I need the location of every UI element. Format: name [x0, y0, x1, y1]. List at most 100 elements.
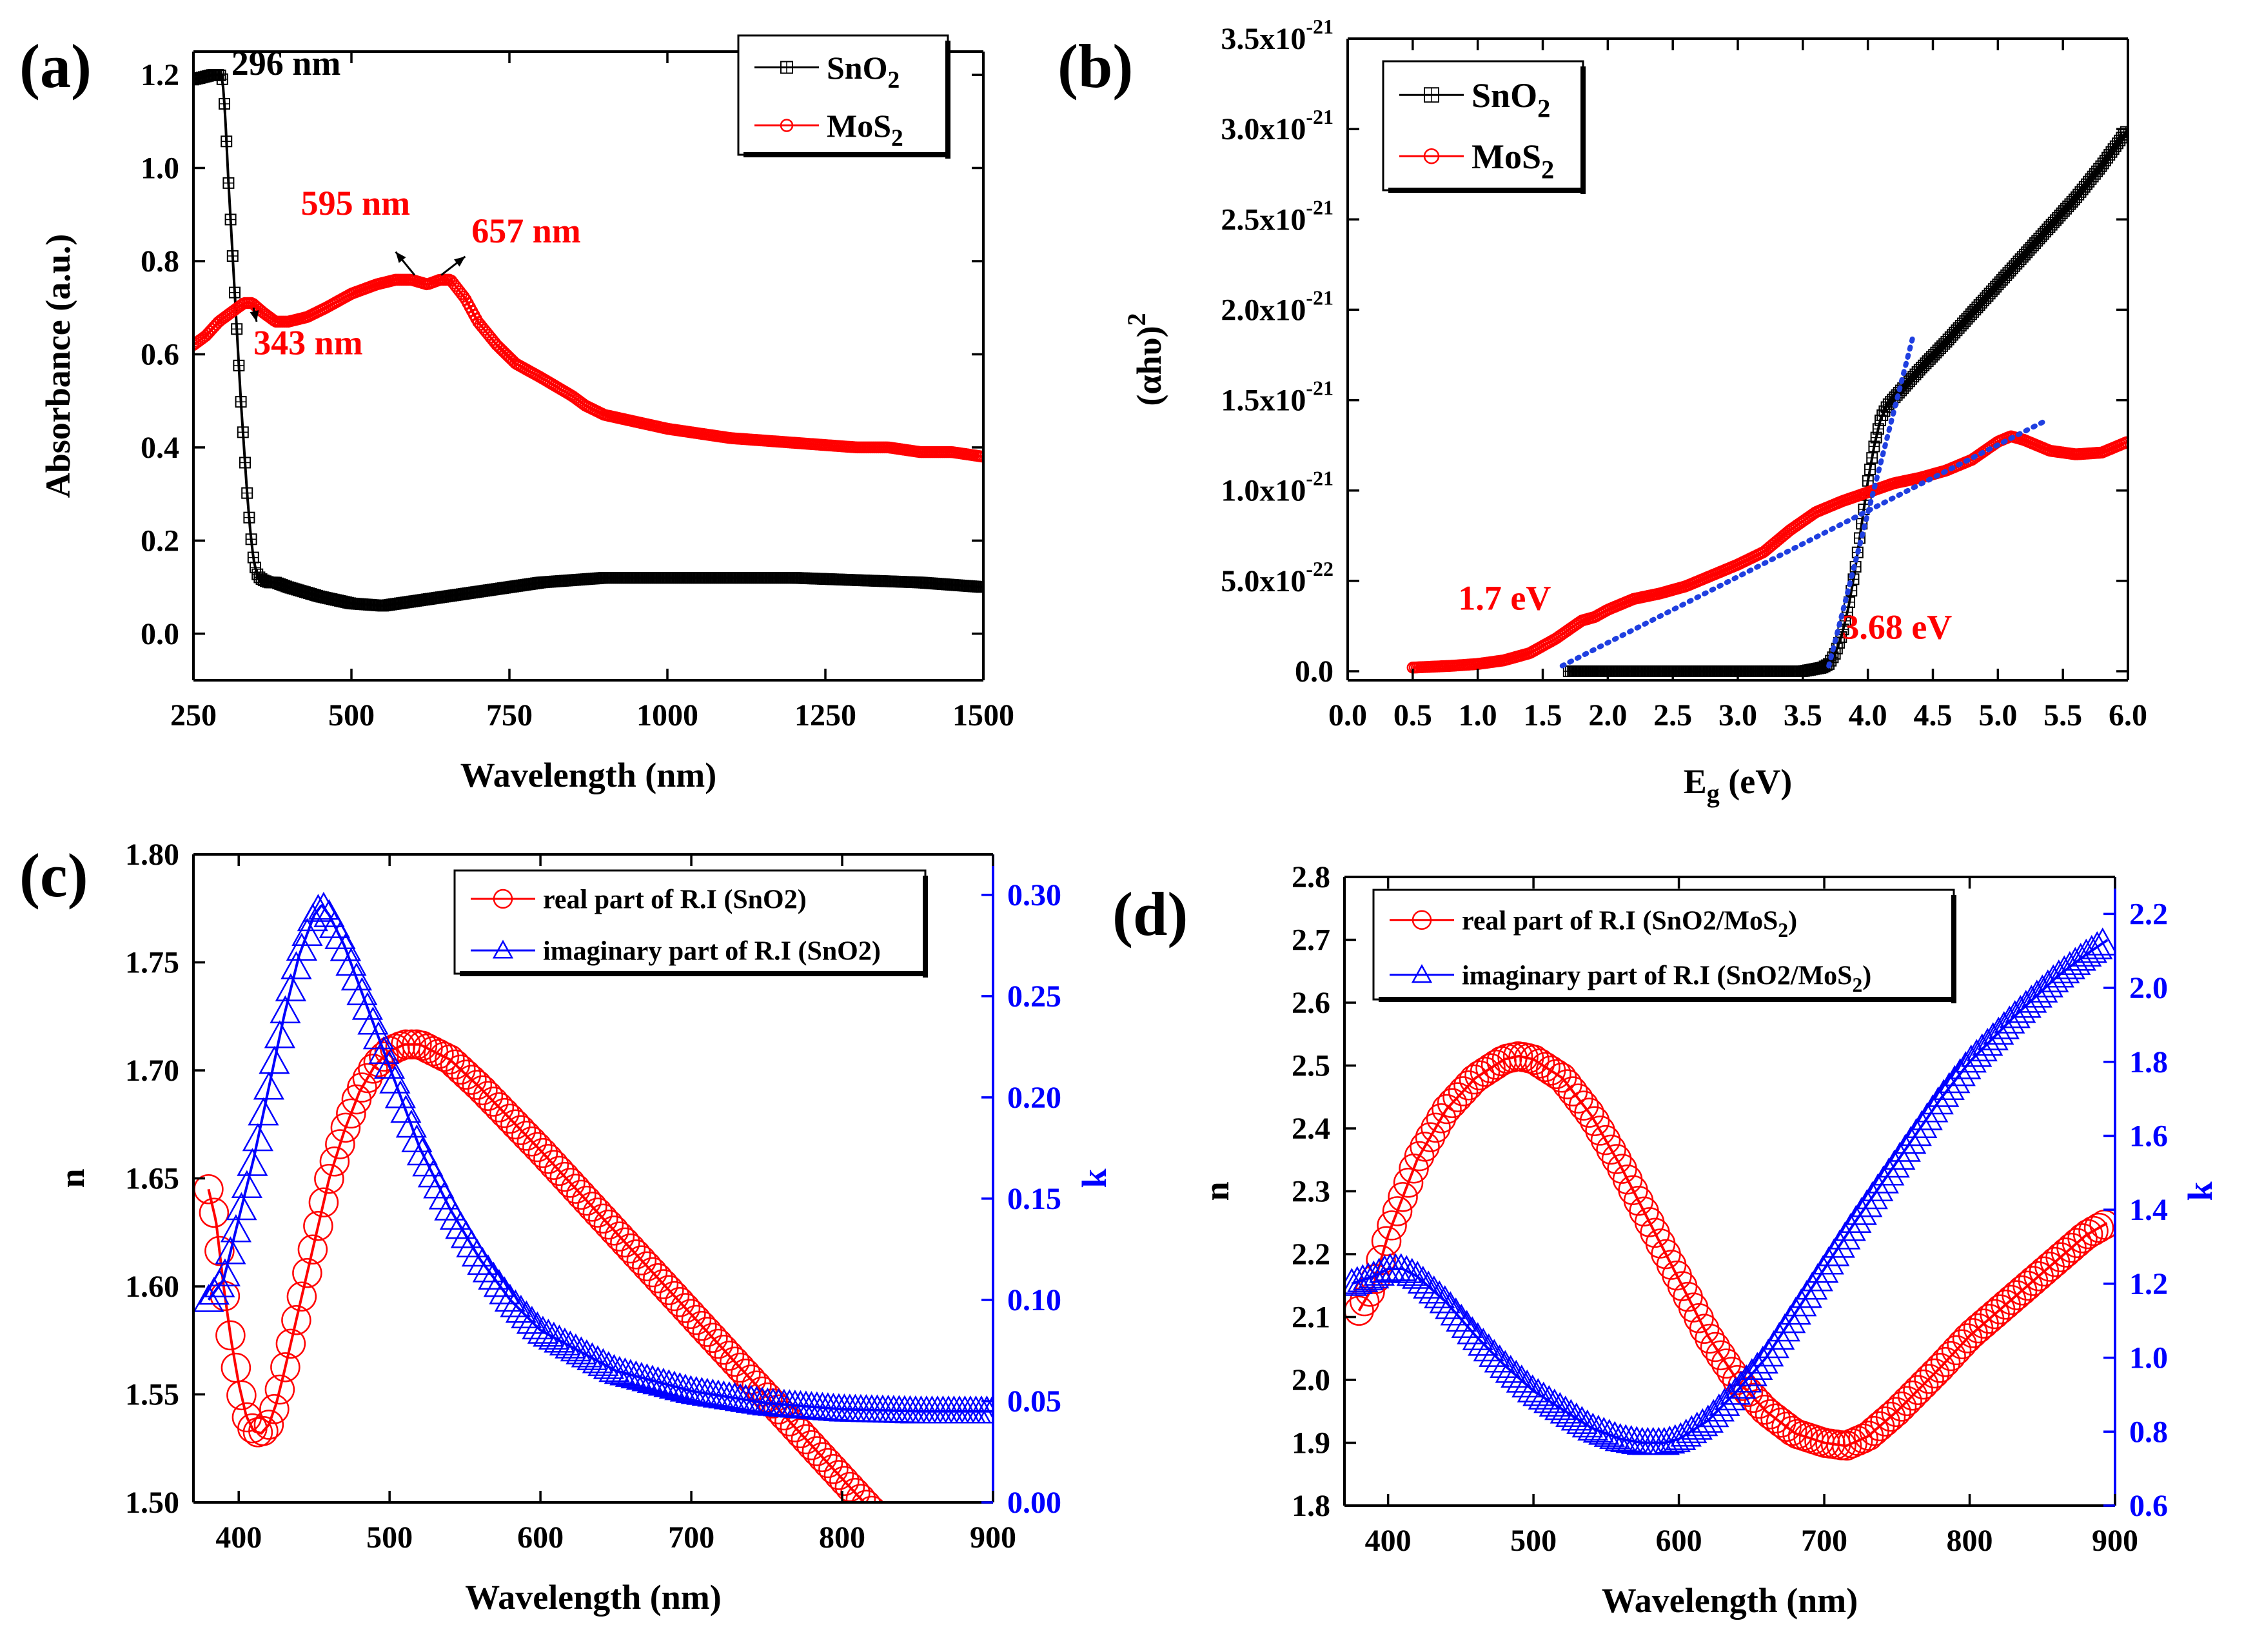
data-point: [1840, 1205, 1872, 1234]
data-point: [1755, 1399, 1786, 1430]
y2-tick-label: 0.00: [1007, 1486, 1061, 1520]
data-point: [429, 1041, 460, 1072]
data-point: [713, 1381, 745, 1410]
data-point: [1599, 1421, 1631, 1450]
data-point: [457, 1065, 487, 1095]
legend-label-sub: 2: [888, 67, 900, 93]
data-point: [511, 1300, 542, 1329]
data-point: [588, 1203, 618, 1234]
data-point: [1939, 1065, 1971, 1094]
data-point: [1407, 1265, 1439, 1294]
data-point: [845, 1484, 876, 1502]
data-point: [281, 1305, 311, 1335]
x-tick-label: 800: [1947, 1524, 1993, 1558]
data-point: [242, 1123, 274, 1152]
data-point: [1424, 1280, 1455, 1309]
data-point: [647, 1368, 680, 1396]
data-point: [1695, 1323, 1725, 1354]
data-point: [440, 1049, 471, 1080]
data-point: [245, 533, 257, 546]
data-point: [851, 1490, 881, 1502]
y-tick-exponent: -21: [1306, 105, 1334, 128]
data-point: [270, 1352, 300, 1382]
legend-label-main: SnO: [1471, 76, 1537, 115]
y2-tick-label: 0.10: [1007, 1283, 1061, 1317]
data-point: [1928, 1079, 1960, 1107]
data-point: [215, 1236, 246, 1264]
data-point: [1369, 1255, 1401, 1283]
data-point: [1867, 1165, 1899, 1194]
x-tick-label: 3.0: [1718, 698, 1757, 733]
data-point: [1371, 1226, 1402, 1256]
data-point: [1426, 1103, 1457, 1134]
data-point: [1936, 1341, 1966, 1372]
data-point: [1506, 1364, 1537, 1393]
data-point: [720, 1346, 750, 1377]
data-point: [1421, 1112, 1451, 1143]
data-point: [493, 340, 505, 353]
data-point: [560, 1174, 591, 1204]
legend-marker: [492, 939, 514, 959]
data-point: [577, 1192, 607, 1222]
y-tick-exponent: -21: [1306, 286, 1334, 309]
data-point: [231, 323, 243, 335]
data-point: [1418, 1275, 1450, 1304]
y-tick-label: 2.5x10-21: [1221, 195, 1334, 237]
data-point: [1771, 1411, 1802, 1442]
data-point: [615, 1359, 647, 1387]
data-point: [1670, 1419, 1702, 1447]
data-point: [1908, 1369, 1939, 1400]
y-tick-label: 1.60: [125, 1270, 179, 1304]
data-point: [1464, 1060, 1495, 1090]
data-point: [506, 1115, 536, 1145]
data-point: [467, 1246, 498, 1275]
panel-d: (d) 400 500 600 700 800 900 1.8 1.9 2.0 2.1 2.2 2.3 2…: [1112, 860, 2219, 1620]
data-point: [571, 1185, 602, 1216]
data-point: [216, 73, 228, 85]
data-point: [472, 1254, 504, 1283]
data-point: [330, 1112, 361, 1143]
data-point: [489, 1276, 520, 1304]
annotation-label: 343 nm: [253, 323, 363, 362]
data-point: [226, 1192, 257, 1221]
data-point: [1519, 1045, 1550, 1075]
series-MoS2: [1406, 430, 2128, 674]
data-point: [1930, 1347, 1961, 1377]
y-tick-mantissa: 1.5x10: [1221, 384, 1306, 418]
data-point: [522, 1132, 553, 1163]
data-point: [631, 1363, 663, 1391]
data-point: [396, 1029, 427, 1060]
data-point: [659, 1281, 690, 1312]
plot-area: [1344, 927, 2115, 1461]
data-point: [1490, 1350, 1521, 1379]
data-point: [1459, 1064, 1490, 1095]
data-point: [593, 1209, 624, 1240]
y2-tick-label: 0.05: [1007, 1384, 1061, 1419]
y-tick-mantissa: 5.0x10: [1221, 564, 1306, 598]
legend-marker: [780, 61, 793, 74]
data-point: [1601, 1144, 1632, 1174]
data-point: [308, 892, 340, 920]
data-point: [1766, 1408, 1796, 1438]
x-tick-label: 1000: [636, 698, 698, 733]
y-tick-label: 1.75: [125, 946, 179, 980]
data-point: [1700, 1332, 1731, 1362]
data-point: [582, 1197, 613, 1228]
data-point: [498, 347, 511, 359]
series-n: [193, 1029, 885, 1502]
series-n: [1344, 1041, 2115, 1461]
data-point: [1914, 1364, 1944, 1394]
data-point: [473, 1081, 504, 1111]
data-point: [637, 1257, 668, 1288]
data-point: [497, 345, 509, 357]
data-point: [1966, 1033, 1998, 1062]
data-point: [1604, 1422, 1636, 1451]
x-tick-label: 250: [170, 698, 217, 733]
data-point: [358, 1054, 388, 1084]
y-tick-label: 5.0x10-22: [1221, 557, 1334, 598]
y2-tick-label: 1.8: [2129, 1045, 2168, 1079]
data-point: [802, 1436, 832, 1466]
data-point: [2032, 969, 2063, 998]
